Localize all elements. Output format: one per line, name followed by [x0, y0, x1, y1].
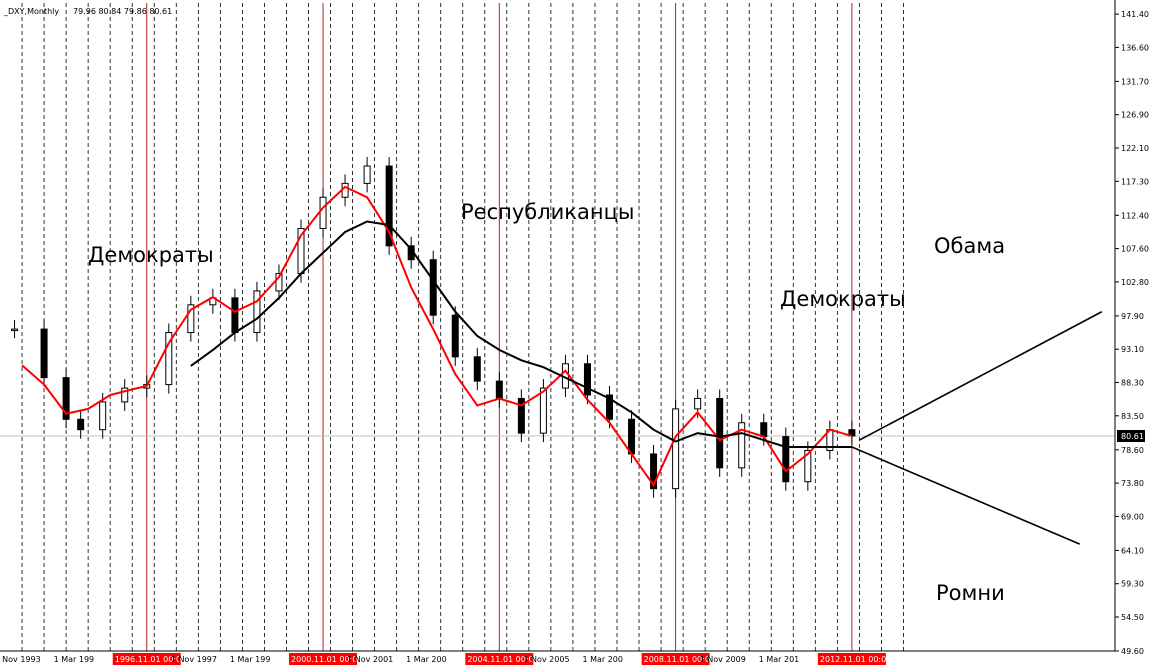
x-tick-label: 1 Mar 199	[230, 655, 271, 664]
annotation-obama: Обама	[934, 234, 1005, 258]
election-date-badge	[641, 653, 710, 665]
election-date-label: 2000.11.01 00:00	[291, 655, 362, 664]
y-tick-label: 122.10	[1121, 144, 1149, 153]
candle-body	[231, 297, 239, 334]
y-tick-label: 112.40	[1121, 211, 1149, 220]
y-tick-label: 126.90	[1121, 111, 1149, 120]
candle-body	[650, 453, 658, 490]
candle-body	[539, 387, 547, 434]
annotations: Демократы Республиканцы Демократы Обама …	[88, 200, 1005, 605]
y-tick-label: 141.40	[1121, 10, 1149, 19]
y-tick-label: 73.80	[1121, 479, 1144, 488]
moving-average-layer	[21, 185, 853, 488]
candle-body	[495, 380, 503, 399]
price-badge: 80.61	[1117, 430, 1145, 442]
candle-body	[11, 328, 19, 332]
election-date-label: 2008.11.01 00:00	[644, 655, 715, 664]
y-tick-label: 78.60	[1121, 446, 1144, 455]
candle-body	[253, 290, 261, 334]
election-date-badge	[465, 653, 534, 665]
y-tick-label: 93.10	[1121, 345, 1144, 354]
x-tick-label: 1 Mar 199	[54, 655, 95, 664]
candle-body	[848, 429, 856, 437]
ohlc-values: 79.96 80.84 79.86 80.61	[73, 7, 172, 16]
projection-down-line	[851, 446, 1081, 545]
candle-body	[165, 332, 173, 386]
candle-body	[319, 196, 327, 229]
x-tick-label: 1 Nov 2001	[347, 655, 393, 664]
election-date-label: 2012.11.01 00:00	[820, 655, 891, 664]
election-date-label: 1996.11.01 00:00	[115, 655, 186, 664]
election-date-badge	[112, 653, 181, 665]
y-tick-label: 97.90	[1121, 312, 1144, 321]
candle-body	[716, 397, 724, 469]
y-tick-label: 88.30	[1121, 379, 1144, 388]
y-tick-label: 83.50	[1121, 412, 1144, 421]
candle-body	[694, 397, 702, 410]
projection-layer	[851, 311, 1103, 545]
price-badge-bg	[1117, 430, 1145, 442]
y-tick-label: 117.30	[1121, 177, 1149, 186]
election-date-badge	[817, 653, 886, 665]
candle-body	[62, 377, 70, 420]
candle-body	[363, 165, 371, 184]
candle-body	[429, 259, 437, 316]
x-tick-label: 1 Mar 201	[759, 655, 800, 664]
candle-body	[628, 418, 636, 455]
candle-body	[121, 387, 129, 403]
candle-body	[672, 408, 680, 490]
candle-body	[99, 401, 107, 431]
candle-body	[782, 436, 790, 483]
y-tick-label: 69.00	[1121, 512, 1144, 521]
candle-body	[804, 449, 812, 483]
slow-ma-line	[190, 220, 852, 448]
chart-header: _DXY,Monthly 79.96 80.84 79.86 80.61	[3, 7, 172, 16]
candle-body	[738, 422, 746, 469]
candle-body	[40, 328, 48, 379]
x-tick-label: 1 Nov 2009	[700, 655, 746, 664]
candle-body	[583, 363, 591, 396]
y-tick-label: 64.10	[1121, 546, 1144, 555]
x-tick-label: 1 Mar 200	[582, 655, 623, 664]
candle-body	[341, 182, 349, 198]
x-tick-label: 1 Nov 1993	[0, 655, 41, 664]
y-tick-label: 136.60	[1121, 43, 1149, 52]
election-date-label: 2004.11.01 00:00	[467, 655, 538, 664]
annotation-romney: Ромни	[936, 581, 1005, 605]
y-tick-label: 49.60	[1121, 647, 1144, 656]
y-tick-label: 59.30	[1121, 580, 1144, 589]
candle-body	[451, 314, 459, 358]
price-badge-value: 80.61	[1121, 432, 1144, 441]
annotation-republicans: Республиканцы	[461, 200, 634, 224]
projection-up-line	[859, 311, 1103, 441]
x-tick-label: 1 Nov 2005	[523, 655, 569, 664]
y-tick-label: 102.80	[1121, 278, 1149, 287]
y-tick-label: 54.50	[1121, 613, 1144, 622]
annotation-democrats-2: Демократы	[780, 287, 906, 311]
candle-body	[275, 273, 283, 292]
x-tick-label: 1 Nov 1997	[171, 655, 217, 664]
y-tick-label: 131.70	[1121, 77, 1149, 86]
y-tick-label: 107.60	[1121, 245, 1149, 254]
symbol-label: _DXY,Monthly	[3, 7, 59, 16]
candle-body	[606, 394, 614, 420]
x-tick-label: 1 Mar 200	[406, 655, 447, 664]
election-date-badge	[289, 653, 358, 665]
candle-body	[187, 304, 195, 334]
candle-body	[385, 165, 393, 247]
candle-body	[517, 397, 525, 434]
candle-body	[760, 422, 768, 438]
fast-ma-line	[21, 185, 853, 488]
annotation-democrats-1: Демократы	[88, 243, 214, 267]
candle-body	[77, 418, 85, 431]
grid-layer	[0, 3, 1115, 651]
candle-body	[473, 356, 481, 382]
